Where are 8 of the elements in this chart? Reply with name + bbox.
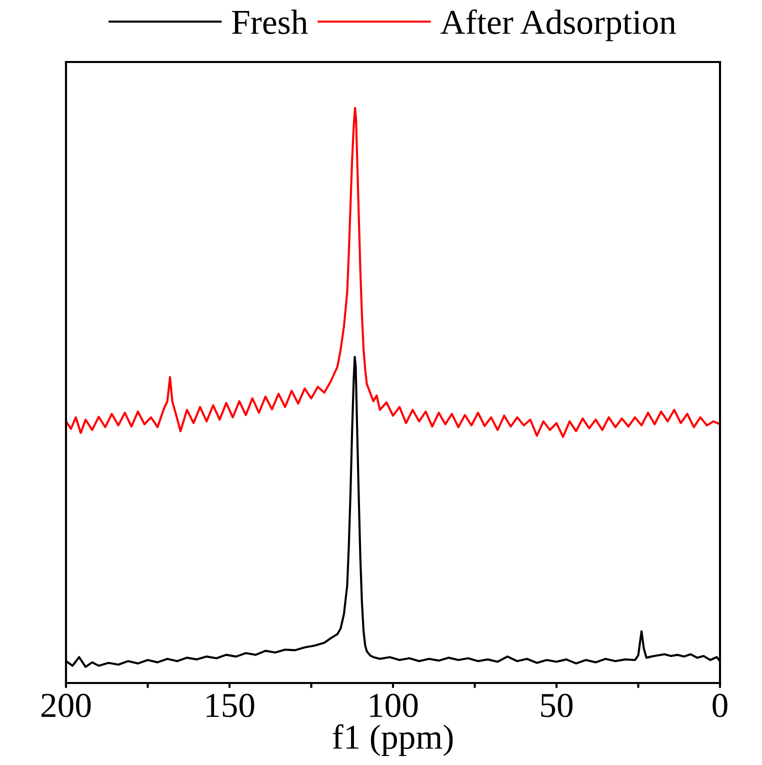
- legend-label: Fresh: [232, 10, 308, 34]
- x-tick-label: 200: [41, 694, 91, 718]
- x-tick-label: 150: [206, 694, 254, 718]
- x-axis-title: f1 (ppm): [332, 724, 453, 756]
- x-tick-label: 100: [370, 694, 418, 718]
- x-tick-label: 0: [712, 694, 728, 718]
- legend-label: After Adsorption: [440, 9, 676, 42]
- x-tick-label: 50: [541, 694, 573, 718]
